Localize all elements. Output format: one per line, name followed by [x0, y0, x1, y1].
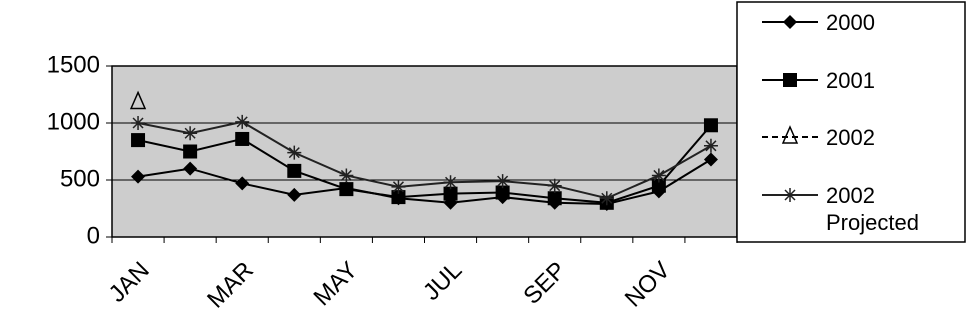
point: [183, 126, 198, 141]
x-tick-label: MAR: [202, 257, 259, 314]
point: [783, 73, 797, 87]
x-tick-label: JUL: [418, 257, 467, 306]
point: [703, 118, 718, 133]
point: [287, 145, 302, 160]
point: [235, 131, 250, 146]
x-tick-label: NOV: [620, 257, 676, 313]
y-tick-label: 0: [87, 222, 100, 249]
point: [547, 191, 562, 206]
point: [495, 185, 510, 200]
y-tick-label: 500: [60, 165, 100, 192]
point: [703, 152, 718, 167]
point: [131, 169, 146, 184]
legend-marker: [783, 73, 797, 87]
y-tick-label: 1000: [47, 108, 100, 135]
point: [651, 178, 666, 193]
point: [339, 182, 354, 197]
point: [131, 116, 146, 130]
point: [391, 190, 406, 205]
point: [183, 161, 198, 176]
x-tick-label: SEP: [518, 257, 571, 310]
point: [391, 179, 406, 194]
series-line: [137, 158, 712, 205]
point: [443, 186, 458, 201]
point: [783, 188, 797, 202]
legend-marker: [783, 15, 797, 29]
legend-label: 2001: [826, 68, 875, 93]
point: [287, 163, 302, 178]
legend-label: 2002 Projected: [826, 183, 919, 235]
point: [781, 125, 799, 144]
legend-box: [736, 1, 966, 243]
plot-area: [111, 65, 738, 238]
point: [235, 114, 250, 129]
point: [339, 168, 354, 183]
point: [183, 144, 198, 159]
point: [287, 187, 302, 202]
x-tick-label: MAY: [308, 257, 363, 312]
point: [547, 178, 562, 193]
point: [599, 191, 614, 206]
point: [651, 168, 666, 183]
x-tick-label: JAN: [104, 257, 155, 308]
point: [443, 175, 458, 190]
point: [129, 90, 147, 110]
series-line: [137, 120, 712, 200]
point: [703, 138, 718, 153]
y-tick-label: 1500: [47, 51, 100, 78]
legend-marker: [783, 188, 797, 202]
series-line: [137, 124, 712, 204]
legend-label: 2000: [826, 10, 875, 35]
point: [131, 133, 146, 148]
point: [235, 176, 250, 191]
legend-label: 2002: [826, 125, 875, 150]
point: [783, 15, 797, 29]
legend-marker: [781, 125, 799, 144]
point: [495, 174, 510, 189]
